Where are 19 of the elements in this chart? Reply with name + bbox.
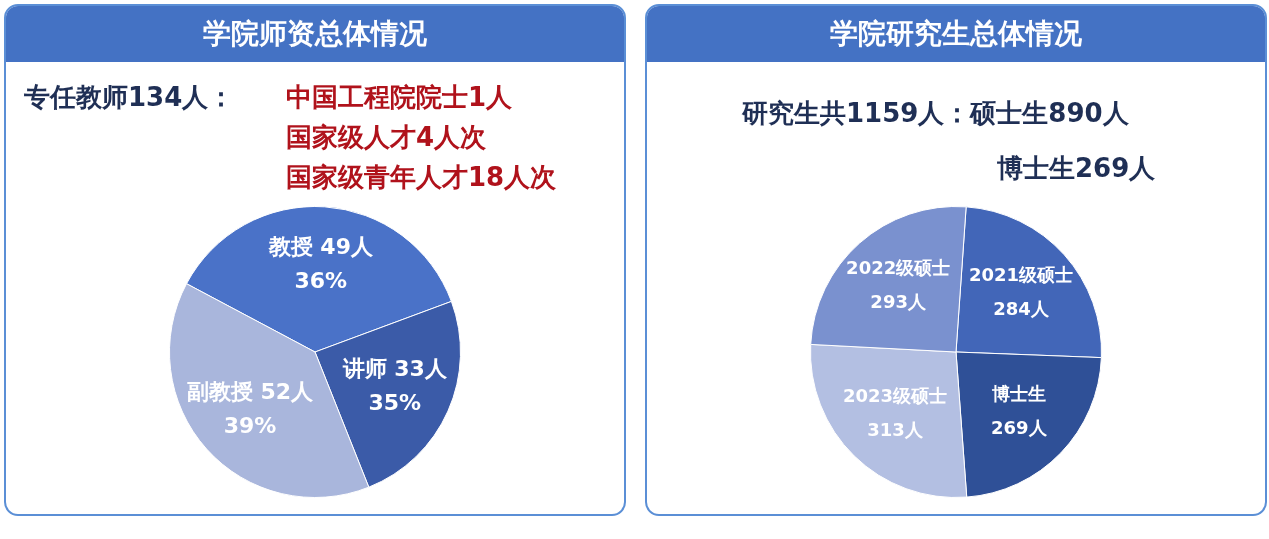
text: 博士生269人: [997, 152, 1156, 185]
slice-label: 2022级硕士: [846, 257, 951, 279]
chart-title: 学院师资总体情况: [6, 6, 624, 62]
text: 中国工程院院士1人: [286, 81, 513, 114]
data-label: 269人: [991, 417, 1048, 439]
slice-label: 博士生: [990, 383, 1046, 405]
data-label: 284人: [993, 298, 1050, 320]
data-label: 293人: [870, 291, 927, 313]
text: 研究生共1159人：硕士生890人: [742, 97, 1129, 130]
text: 国家级人才4人次: [286, 121, 487, 154]
slice-label: 副教授 52人 39%: [186, 378, 315, 438]
chart-title: 学院研究生总体情况: [647, 6, 1265, 62]
slice-label: 讲师 33人 35%: [341, 356, 448, 416]
slice-label: 2021级硕士: [968, 264, 1074, 286]
text: 专任教师134人：: [24, 81, 235, 114]
slice-label: 教授 49人 36%: [267, 233, 374, 293]
slice-label: 2023级硕士: [842, 385, 947, 407]
data-label: 313人: [867, 419, 924, 441]
text: 国家级青年人才18人次: [286, 161, 557, 194]
